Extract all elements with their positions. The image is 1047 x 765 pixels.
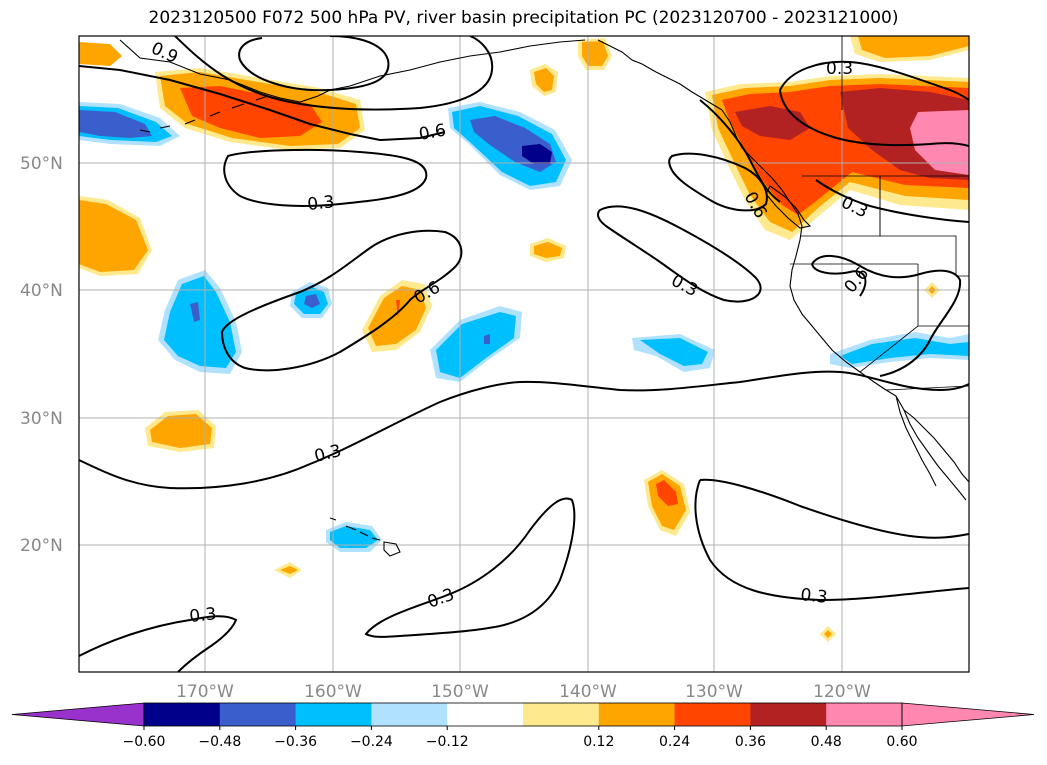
colorbar-tick-label: 0.24 <box>659 734 690 750</box>
contour-line-0.6-bc <box>699 99 781 203</box>
contour-line-0.3-east-2 <box>668 152 768 212</box>
lon-label-150w: 150°W <box>431 682 489 702</box>
precip-region-neg-161w-3 <box>304 294 320 308</box>
precip-region-small-43n-2 <box>534 242 562 258</box>
contour-line-0.9 <box>79 65 446 142</box>
precip-region-small-54n-2 <box>534 68 554 92</box>
contour-line-0.6-us <box>811 255 962 377</box>
lon-label-160w: 160°W <box>304 682 362 702</box>
contour-line-0.6-alaska <box>174 36 494 111</box>
colorbar-tick-label: −0.12 <box>426 734 469 750</box>
precip-shading <box>79 36 969 642</box>
contour-line-0.3-long <box>79 370 969 490</box>
precip-region-neg-148w-2 <box>436 312 516 378</box>
colorbar-segment <box>371 703 448 726</box>
colorbar-tick-label: −0.36 <box>274 734 317 750</box>
contour-line-0.3-sw <box>79 615 238 672</box>
precip-region-neg-170w-2 <box>164 276 236 368</box>
contour-line-0.6-alaska-inner <box>238 36 390 92</box>
coastline-se-alaska <box>597 39 723 111</box>
pv-contours <box>79 36 969 672</box>
colorbar-tick-label: −0.60 <box>123 734 166 750</box>
latitude-labels: 50°N 40°N 30°N 20°N <box>20 154 63 556</box>
border-id <box>879 176 969 277</box>
colorbar-segment <box>295 703 372 726</box>
precip-region-left-neg-3 <box>79 110 152 138</box>
precip-region-tiny-13n-2 <box>824 630 832 638</box>
lat-label-50n: 50°N <box>20 154 63 174</box>
map-frame <box>78 35 970 673</box>
lon-label-170w: 170°W <box>176 682 234 702</box>
precip-region-pos-28n-2 <box>150 414 212 448</box>
precip-region-small-top-140w-2 <box>582 41 608 66</box>
precip-region-neg-170w-3 <box>190 302 200 322</box>
contour-line-0.3-bc-2 <box>779 89 969 147</box>
precip-region-neg-134w-2 <box>640 338 708 366</box>
precip-region-topright-orange <box>858 36 969 58</box>
lat-label-20n: 20°N <box>20 536 63 556</box>
precip-region-neg-hawaii-2 <box>330 526 378 548</box>
precip-region-left-45n-2 <box>79 200 148 272</box>
coastline-bc <box>721 109 803 227</box>
contour-line-0.3-se <box>694 478 969 602</box>
contour-line-0.6-middle <box>220 229 463 372</box>
contour-label-0.3-bc: 0.3 <box>826 59 853 79</box>
contour-line-0.3-upper <box>223 148 428 207</box>
precip-region-neg-148w-3 <box>484 334 490 344</box>
colorbar-tick-label: −0.24 <box>350 734 393 750</box>
colorbar-segment <box>826 703 903 726</box>
longitude-labels: 170°W 160°W 150°W 140°W 130°W 120°W <box>176 682 871 702</box>
colorbar-segment <box>144 703 221 726</box>
coastline-baja <box>895 395 969 487</box>
precip-region-top-left <box>79 42 122 66</box>
colorbar-tick-label: −0.48 <box>198 734 241 750</box>
lat-label-30n: 30°N <box>20 409 63 429</box>
colorbar-segment <box>674 703 751 726</box>
lat-label-40n: 40°N <box>20 281 63 301</box>
colorbar-extend-high <box>901 702 1035 727</box>
coastline-vancouver-island <box>765 185 812 229</box>
contour-line-0.3-east <box>597 205 762 303</box>
precip-region-tiny-18n-2 <box>280 566 298 574</box>
border-ca-nv-diag <box>859 325 919 373</box>
colorbar-extend-low <box>11 702 145 727</box>
coastline-aleutians <box>139 95 269 133</box>
colorbar-tick-label: 0.36 <box>735 734 766 750</box>
contour-line-0.6-us-2 <box>811 263 867 297</box>
precip-region-pos-155w-3 <box>396 300 400 318</box>
borders <box>790 36 969 391</box>
precip-region-pos-24n-3 <box>656 480 678 506</box>
colorbar-frame <box>143 702 903 727</box>
contour-label-0.6-alaska: 0.6 <box>417 121 447 145</box>
coastline-hawaii <box>329 517 401 557</box>
colorbar-segment <box>523 703 600 726</box>
lon-label-130w: 130°W <box>685 682 743 702</box>
contour-label-0.3-upper: 0.3 <box>306 192 335 215</box>
colorbar-segment <box>750 703 827 726</box>
border-us-mexico <box>885 385 969 391</box>
colorbar-segment <box>598 703 676 726</box>
contour-line-0.3-bc <box>779 60 969 101</box>
precip-region-aleutian-red <box>180 86 322 138</box>
precip-region-neg-118w-2 <box>840 338 969 364</box>
lon-label-120w: 120°W <box>813 682 871 702</box>
contour-line-0.3-coast <box>815 179 969 223</box>
precip-region-neg-145w-4 <box>522 144 552 164</box>
colorbar-segment <box>219 703 297 726</box>
colorbar-tick-label: 0.48 <box>811 734 842 750</box>
contour-line-0.3-south <box>364 497 576 638</box>
contour-label-0.3-se: 0.3 <box>799 585 828 608</box>
colorbar-tick-label: 0.60 <box>886 734 917 750</box>
contour-label-0.3-sw: 0.3 <box>188 604 217 627</box>
map-layers: 0.9 0.6 0.3 0.6 0.3 0.3 0.3 0.3 0.3 0.6 … <box>79 36 969 672</box>
lon-label-140w: 140°W <box>559 682 617 702</box>
colorbar: −0.60 −0.48 −0.36 −0.24 −0.12 0.12 0.24 0.36 0.4… <box>11 702 1035 750</box>
precip-region-pos-155w-2 <box>368 286 426 346</box>
colorbar-tick-label: 0.12 <box>583 734 614 750</box>
map-title: 2023120500 F072 500 hPa PV, river basin … <box>148 8 899 28</box>
colorbar-segment <box>447 703 524 726</box>
